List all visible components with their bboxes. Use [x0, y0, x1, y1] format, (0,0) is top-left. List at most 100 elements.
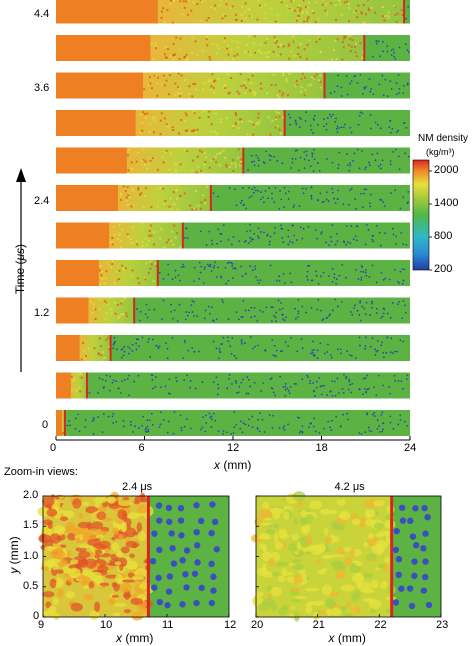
strip-particle: [303, 158, 306, 161]
strip-speckle: [172, 191, 175, 194]
strip-particle: [199, 428, 202, 431]
strip-speckle: [271, 119, 274, 122]
zoom-patch: [383, 556, 391, 564]
strip-speckle: [349, 37, 352, 40]
strip-speckle: [218, 152, 221, 155]
zoom-particle: [178, 532, 185, 539]
strip-speckle: [342, 46, 345, 49]
strip-particle: [295, 121, 297, 124]
strip-speckle: [394, 5, 397, 8]
zoom-particle: [421, 573, 429, 581]
strip-speckle: [135, 240, 138, 243]
strip-speckle: [387, 14, 390, 17]
strip-speckle: [78, 386, 81, 389]
strip-speckle: [116, 303, 119, 306]
strip-particle: [365, 85, 368, 88]
strip-speckle: [324, 9, 327, 12]
zoom-patch: [97, 565, 109, 573]
strip-front: [109, 335, 112, 361]
strip-speckle: [395, 20, 398, 23]
strip-particle: [336, 305, 339, 308]
zoom-patch: [94, 601, 101, 612]
x-tick-label: 6: [138, 442, 145, 454]
strip-particle: [374, 354, 377, 356]
strip-particle: [322, 200, 325, 203]
strip-speckle: [348, 7, 351, 10]
strip-speckle: [118, 224, 121, 227]
strip-speckle: [351, 39, 354, 42]
strip-t2: [56, 222, 410, 249]
strip-particle: [312, 382, 315, 384]
strip-particle: [331, 187, 334, 190]
strip-particle: [361, 112, 364, 115]
strip-particle: [187, 349, 190, 352]
strip-particle: [263, 201, 265, 204]
strip-particle: [253, 315, 256, 318]
strip-particle: [364, 431, 367, 434]
strip-speckle: [285, 4, 288, 7]
zoom-x-tick-label: 23: [436, 619, 449, 631]
strip-particle: [307, 376, 309, 379]
zoom-patch: [118, 501, 133, 506]
strip-speckle: [179, 163, 182, 166]
zoom-patch: [96, 511, 107, 520]
strip-particle: [362, 192, 365, 195]
strip-particle: [406, 82, 409, 85]
strip-particle: [350, 354, 353, 357]
strip-particle: [396, 303, 399, 306]
strip-speckle: [307, 16, 310, 19]
zoom-patch: [118, 533, 124, 541]
zoom-patch: [259, 532, 271, 540]
strip-particle: [389, 316, 392, 319]
strip-particle: [336, 198, 339, 201]
strip-particle: [212, 340, 215, 343]
strip-particle: [352, 238, 355, 241]
strip-particle: [139, 319, 141, 322]
strip-speckle: [244, 92, 247, 95]
strip-particle: [287, 113, 290, 116]
strip-speckle: [168, 205, 171, 208]
zoom-patch: [306, 534, 313, 546]
strip-particle: [191, 311, 194, 313]
strip-particle: [336, 85, 339, 88]
strip-speckle: [367, 7, 370, 10]
zoom-x-tick-label: 10: [100, 619, 113, 631]
zoom-particle: [408, 602, 416, 610]
strip-speckle: [308, 39, 311, 42]
strip-speckle: [329, 2, 332, 5]
strip-speckle: [79, 372, 82, 375]
zoom-patch: [78, 512, 83, 520]
strip-speckle: [130, 161, 133, 164]
strip-particle: [256, 428, 259, 430]
strip-particle: [404, 304, 406, 307]
strip-particle: [358, 314, 361, 316]
zoom-patch: [323, 527, 329, 536]
strip-particle: [316, 349, 319, 352]
strip-speckle: [249, 54, 252, 57]
strip-particle: [343, 123, 346, 126]
strip-speckle: [155, 264, 158, 267]
strip-speckle: [150, 42, 153, 45]
strip-particle: [253, 186, 256, 189]
strip-particle: [278, 280, 281, 282]
strip-speckle: [163, 202, 166, 205]
strip-speckle: [148, 234, 151, 237]
strip-particle: [328, 314, 330, 317]
strip-speckle: [137, 186, 140, 189]
strip-particle: [349, 126, 352, 129]
strip-particle: [399, 270, 402, 273]
strip-particle: [360, 270, 363, 273]
zoom-patch: [373, 499, 385, 507]
zoom-patch: [332, 536, 340, 543]
strip-particle: [236, 391, 238, 394]
strip-particle: [234, 268, 237, 270]
strip-speckle: [192, 1, 195, 4]
strip-speckle: [343, 35, 346, 38]
strip-particle: [305, 311, 308, 314]
strip-particle: [346, 164, 349, 166]
strip-speckle: [99, 283, 102, 286]
zoom-particle: [166, 518, 173, 525]
strip-speckle: [231, 58, 234, 61]
strip-speckle: [108, 347, 111, 350]
strip-particle: [270, 306, 272, 309]
